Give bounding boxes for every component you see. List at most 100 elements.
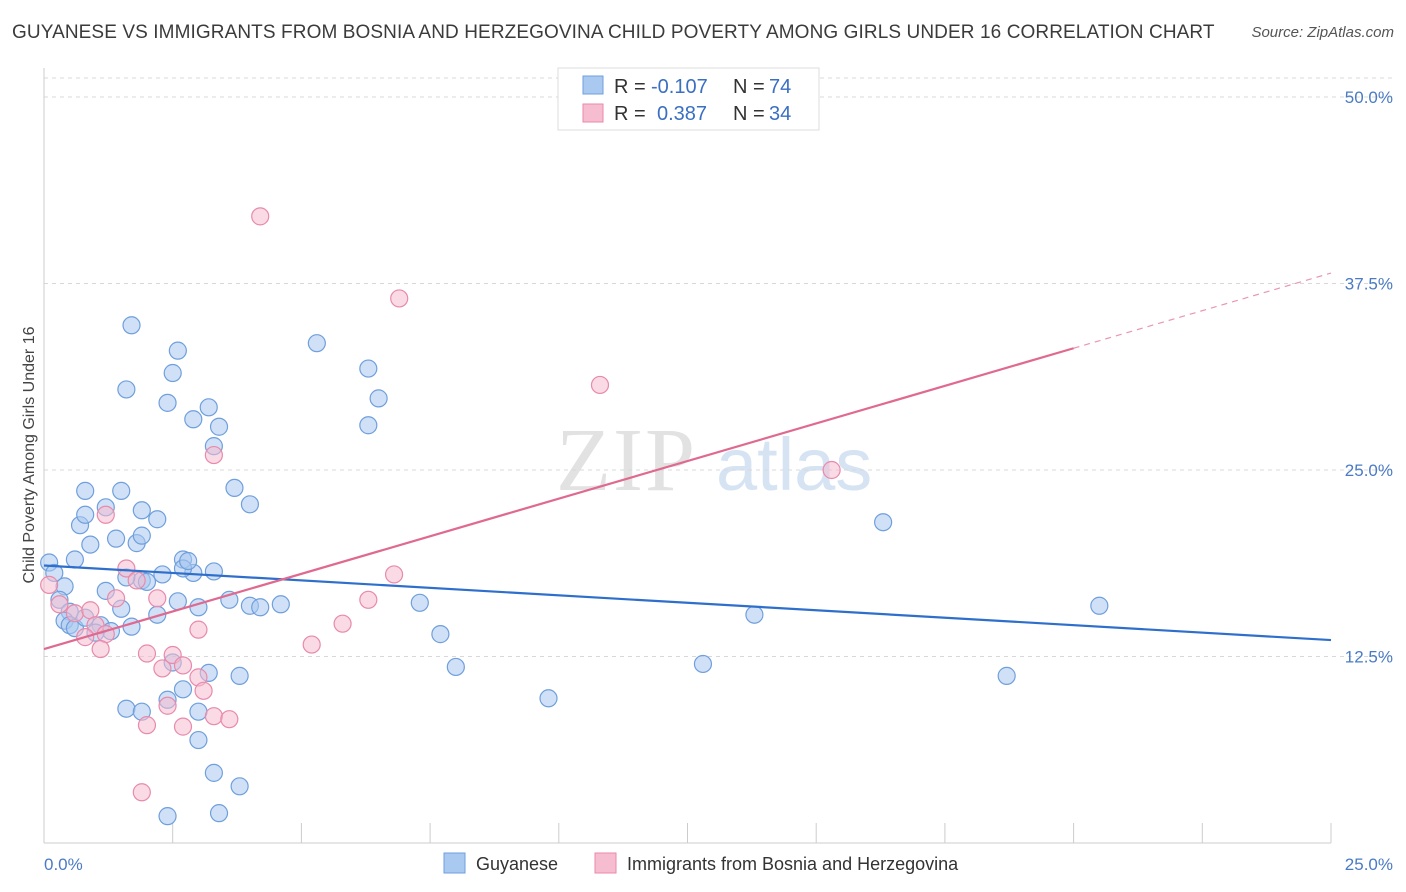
y-tick-label-3: 50.0% — [1345, 88, 1393, 107]
guyanese-point-64 — [204, 763, 223, 782]
bosnia-point-20 — [158, 696, 177, 715]
guyanese-point-55 — [369, 389, 388, 408]
bosnia-point-8 — [106, 589, 126, 608]
bosnia-point-34 — [189, 620, 208, 639]
bosnia-point-19 — [220, 710, 239, 729]
grid-lines — [44, 77, 1392, 657]
guyanese-point-78 — [997, 666, 1016, 685]
bosnia-point-23 — [132, 783, 151, 802]
bosnia-point-32 — [590, 375, 610, 395]
guyanese-point-76 — [745, 605, 764, 624]
bosnia-point-21 — [137, 716, 157, 735]
guyanese-point-70 — [158, 807, 177, 826]
trend-lines — [43, 272, 1332, 651]
y-tick-label-1: 25.0% — [1345, 461, 1393, 480]
legend-r-label-guyanese: R = — [614, 76, 646, 98]
legend-swatch-bosnia — [582, 103, 604, 123]
guyanese-point-62 — [230, 666, 249, 685]
bosnia-point-13 — [153, 659, 172, 678]
source-label: Source: ZipAtlas.com — [1251, 24, 1394, 41]
tick-labels: 12.5% 25.0% 37.5% 50.0% 0.0% 25.0% — [44, 88, 1393, 874]
bosnia-point-1 — [50, 595, 69, 614]
guyanese-point-51 — [209, 417, 229, 436]
bottom-legend-swatch-bosnia — [594, 852, 617, 874]
legend: R = -0.107 N = 74 R = 0.387 N = 34 — [557, 67, 820, 131]
guyanese-point-18 — [153, 565, 172, 584]
bosnia-point-24 — [302, 635, 321, 654]
bosnia-point-7 — [91, 639, 110, 659]
legend-n-label-bosnia: N = — [733, 103, 765, 125]
guyanese-point-52 — [199, 398, 218, 417]
guyanese-point-69 — [209, 804, 229, 823]
legend-swatch-guyanese — [582, 75, 604, 95]
guyanese-point-41 — [225, 478, 244, 498]
guyanese-point-39 — [112, 481, 131, 500]
bosnia-point-28 — [390, 289, 409, 308]
y-tick-label-0: 12.5% — [1345, 648, 1393, 667]
bosnia-point-9 — [117, 559, 136, 578]
bosnia-point-25 — [333, 614, 352, 633]
guyanese-point-45 — [122, 316, 141, 335]
bosnia-point-26 — [359, 590, 378, 609]
bosnia-point-15 — [173, 656, 193, 675]
guyanese-trend-line — [43, 564, 1332, 642]
guyanese-point-29 — [81, 535, 100, 554]
y-tick-label-2: 37.5% — [1345, 275, 1393, 294]
guyanese-point-56 — [359, 416, 378, 435]
guyanese-point-35 — [148, 510, 167, 529]
x-tick-label-1: 25.0% — [1345, 855, 1393, 874]
legend-r-value-bosnia: 0.387 — [657, 103, 707, 125]
guyanese-point-63 — [189, 730, 208, 750]
guyanese-point-48 — [117, 380, 136, 399]
bottom-legend-label-bosnia: Immigrants from Bosnia and Herzegovina — [627, 854, 959, 874]
guyanese-point-33 — [106, 529, 126, 548]
guyanese-point-54 — [359, 359, 378, 378]
guyanese-point-40 — [132, 526, 151, 545]
bosnia-point-17 — [194, 681, 213, 700]
bosnia-point-33 — [822, 460, 841, 480]
legend-n-value-bosnia: 34 — [769, 103, 791, 125]
guyanese-point-73 — [446, 657, 465, 677]
bottom-legend: Guyanese Immigrants from Bosnia and Herz… — [443, 852, 959, 874]
guyanese-point-79 — [1090, 596, 1109, 615]
guyanese-point-59 — [173, 680, 193, 699]
guyanese-point-49 — [158, 393, 177, 412]
guyanese-point-67 — [117, 699, 136, 718]
bottom-legend-label-guyanese: Guyanese — [476, 854, 558, 874]
watermark-zip: ZIP — [556, 411, 697, 510]
guyanese-point-60 — [189, 702, 208, 721]
x-tick-label-0: 0.0% — [44, 855, 83, 874]
bosnia-point-12 — [137, 644, 157, 663]
bottom-legend-swatch-guyanese — [443, 852, 466, 874]
guyanese-point-50 — [184, 410, 203, 429]
bosnia-point-2 — [65, 604, 84, 623]
legend-n-value-guyanese: 74 — [769, 76, 791, 98]
legend-n-label-guyanese: N = — [733, 76, 765, 98]
guyanese-point-37 — [204, 562, 223, 581]
guyanese-point-44 — [65, 550, 84, 569]
guyanese-points — [40, 316, 1109, 826]
watermark-atlas: atlas — [716, 423, 872, 506]
guyanese-point-47 — [163, 363, 182, 383]
legend-r-value-guyanese: -0.107 — [651, 76, 708, 98]
bosnia-point-29 — [251, 207, 270, 226]
guyanese-point-26 — [251, 598, 270, 617]
bosnia-trend-line — [43, 347, 1074, 651]
guyanese-point-46 — [168, 341, 187, 360]
guyanese-point-72 — [431, 625, 450, 644]
guyanese-point-65 — [230, 777, 249, 796]
guyanese-point-43 — [240, 495, 260, 514]
axes — [43, 68, 1332, 844]
legend-r-label-bosnia: R = — [614, 103, 646, 125]
bosnia-point-30 — [204, 445, 223, 465]
bosnia-point-10 — [127, 571, 146, 590]
chart-title: GUYANESE VS IMMIGRANTS FROM BOSNIA AND H… — [12, 22, 1215, 43]
bosnia-point-0 — [40, 575, 59, 594]
y-axis-label: Child Poverty Among Girls Under 16 — [21, 326, 38, 583]
bosnia-trend-line-extension — [1073, 272, 1332, 349]
guyanese-point-75 — [693, 654, 713, 674]
guyanese-point-31 — [76, 505, 95, 524]
guyanese-point-27 — [271, 595, 290, 614]
bosnia-point-11 — [148, 589, 167, 608]
